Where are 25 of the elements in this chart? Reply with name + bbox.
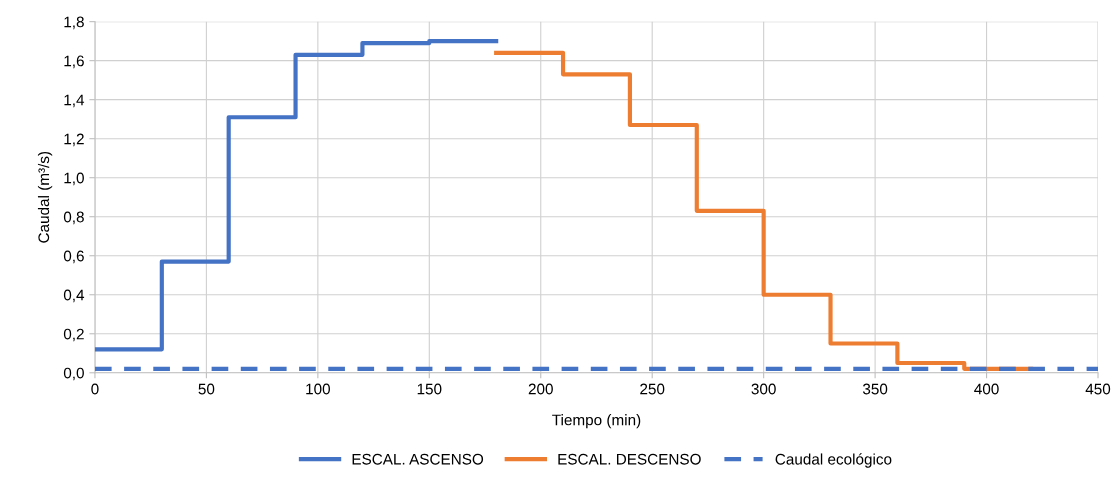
y-tick-label: 0,8 (63, 211, 84, 225)
legend-label: ESCAL. ASCENSO (352, 453, 484, 465)
legend-label: Caudal ecológico (775, 453, 892, 468)
y-axis-title: Caudal (m³/s) (37, 151, 53, 243)
x-tick-label: 100 (306, 383, 330, 395)
x-tick-label: 200 (528, 383, 553, 395)
y-tick-label: 1,4 (64, 94, 85, 108)
x-tick-label: 450 (1085, 383, 1111, 395)
x-tick-label: 150 (417, 383, 442, 395)
y-tick-label: 0,0 (63, 367, 84, 381)
y-tick-label: 1,6 (64, 55, 84, 69)
y-tick-label: 0,2 (63, 328, 84, 342)
x-axis-title: Tiempo (min) (552, 414, 641, 429)
y-tick-label: 1,2 (64, 133, 84, 147)
y-tick-label: 0,6 (63, 250, 84, 264)
x-tick-label: 50 (198, 383, 215, 395)
x-tick-label: 350 (862, 383, 888, 395)
y-tick-label: 1,0 (64, 172, 84, 186)
x-tick-label: 0 (91, 383, 99, 395)
y-tick-label: 1,8 (64, 16, 84, 30)
y-tick-label: 0,4 (63, 289, 85, 303)
x-tick-label: 300 (751, 383, 776, 395)
x-tick-label: 400 (974, 383, 999, 395)
x-tick-label: 250 (640, 383, 665, 395)
legend-label: ESCAL. DESCENSO (558, 453, 701, 465)
